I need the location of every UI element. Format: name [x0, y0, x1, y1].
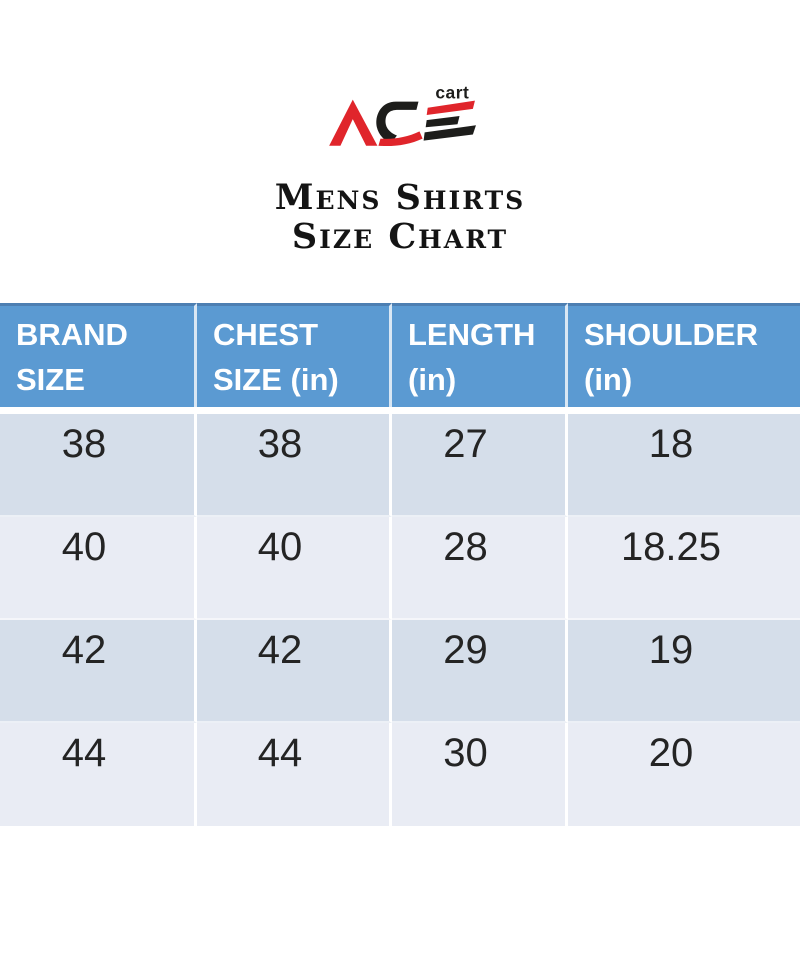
logo-letter-e-middle-bar — [425, 116, 460, 128]
table-cell: 42 — [0, 620, 197, 723]
page-title: Mens Shirts Size Chart — [0, 178, 800, 256]
table-row: 38 38 27 18 — [0, 414, 800, 517]
table-cell: 18.25 — [568, 517, 800, 620]
table-row: 44 44 30 20 — [0, 723, 800, 826]
header-cell-brand-size: BRAND SIZE — [0, 303, 197, 407]
table-row: 40 40 28 18.25 — [0, 517, 800, 620]
table-cell: 44 — [0, 723, 197, 826]
table-cell: 40 — [197, 517, 392, 620]
logo-cart-text: cart — [435, 84, 469, 103]
header-cell-chest-size: CHEST SIZE (in) — [197, 303, 392, 407]
table-cell: 40 — [0, 517, 197, 620]
title-line1: Mens Shirts — [274, 177, 526, 218]
header-label: SIZE — [16, 362, 85, 397]
logo-letter-c — [376, 101, 419, 144]
table-cell: 18 — [568, 414, 800, 517]
header-cell-length: LENGTH (in) — [392, 303, 568, 407]
table-row: 42 42 29 19 — [0, 620, 800, 723]
size-table: BRAND SIZE CHEST SIZE (in) LENGTH (in) S… — [0, 303, 800, 826]
logo-letter-e-top-bar — [426, 100, 475, 115]
table-cell: 29 — [392, 620, 568, 723]
header-label: SIZE (in) — [213, 362, 339, 397]
table-header-row: BRAND SIZE CHEST SIZE (in) LENGTH (in) S… — [0, 303, 800, 407]
header-label: SHOULDER — [584, 317, 758, 352]
table-cell: 44 — [197, 723, 392, 826]
table-cell: 28 — [392, 517, 568, 620]
logo-letter-a — [329, 99, 378, 146]
title-line2: Size Chart — [291, 216, 509, 257]
logo-swoosh — [378, 131, 423, 147]
header-label: (in) — [408, 362, 457, 397]
ace-cart-logo: cart — [329, 84, 476, 147]
table-cell: 38 — [197, 414, 392, 517]
table-cell: 20 — [568, 723, 800, 826]
header-label: CHEST — [213, 317, 319, 352]
table-cell: 27 — [392, 414, 568, 517]
logo-letter-e-bottom-bar — [423, 125, 476, 141]
table-cell: 42 — [197, 620, 392, 723]
header-label: (in) — [584, 362, 633, 397]
table-cell: 38 — [0, 414, 197, 517]
table-cell: 19 — [568, 620, 800, 723]
header-label: BRAND — [16, 317, 128, 352]
table-cell: 30 — [392, 723, 568, 826]
header-cell-shoulder: SHOULDER (in) — [568, 303, 800, 407]
header-label: LENGTH — [408, 317, 536, 352]
